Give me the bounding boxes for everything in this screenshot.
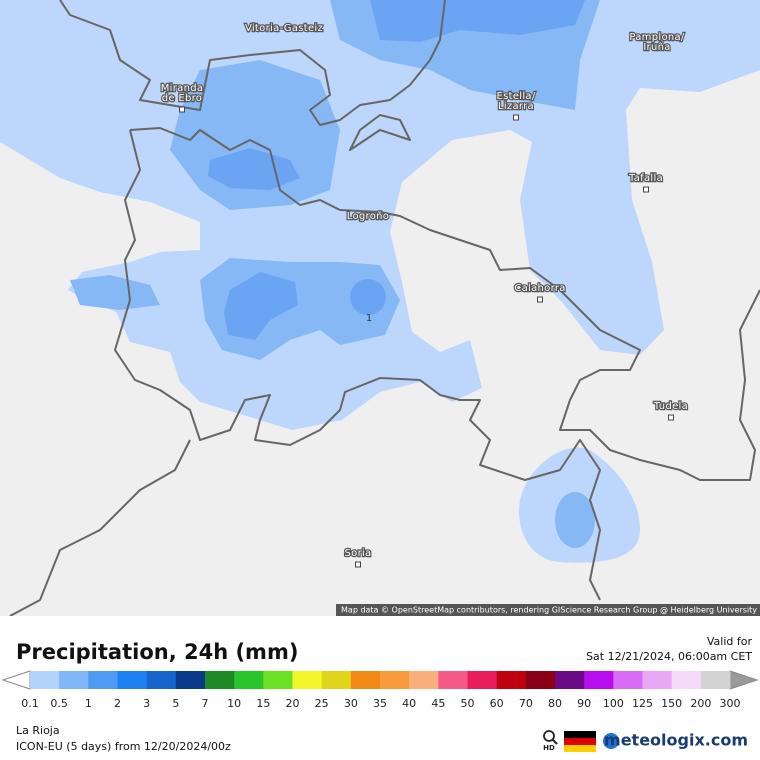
scale-label: 10: [227, 697, 241, 710]
brand[interactable]: meteologix.com: [604, 731, 748, 750]
scale-swatch: [350, 671, 381, 689]
city-label: Pamplona/: [629, 32, 685, 43]
hd-icon[interactable]: [543, 730, 555, 742]
scale-label: 60: [490, 697, 504, 710]
scale-label: 0.1: [21, 697, 39, 710]
scale-swatch: [438, 671, 468, 689]
scale-swatch: [525, 671, 556, 689]
scale-swatch: [146, 671, 177, 689]
city-dot: [513, 114, 519, 121]
flag: [564, 745, 596, 752]
scale-label: 3: [143, 697, 150, 710]
city-label: Miranda: [161, 83, 204, 94]
scale-label: 0.5: [50, 697, 68, 710]
region: La Rioja: [16, 724, 60, 737]
scale-label: 70: [519, 697, 533, 710]
scale-swatch: [30, 671, 60, 689]
scale-swatch: [205, 671, 235, 689]
city-dot: [355, 561, 361, 568]
city-dot: [668, 414, 674, 421]
city-label: Calahorra: [514, 283, 565, 294]
city-dot: [537, 296, 543, 303]
hd-label[interactable]: HD: [543, 744, 555, 752]
scale-label: 20: [286, 697, 300, 710]
flag: [564, 731, 596, 738]
scale-label: 30: [344, 697, 358, 710]
scale-swatch: [496, 671, 527, 689]
scale-swatch: [88, 671, 118, 689]
precip-dark: [224, 272, 298, 340]
city-dot: [643, 186, 649, 193]
scale-swatch: [642, 671, 673, 689]
city-label: Vitoria-Gasteiz: [245, 23, 323, 34]
model-run: ICON-EU (5 days) from 12/20/2024/00z: [16, 740, 231, 753]
scale-label: 40: [402, 697, 416, 710]
border: [59, 0, 446, 126]
scale-label: 1: [85, 697, 92, 710]
scale-swatch: [555, 671, 585, 689]
city-label: de Ebro: [162, 93, 202, 104]
precip-dark: [370, 0, 585, 42]
scale-label: 5: [172, 697, 179, 710]
precip-medium: [555, 492, 595, 548]
hd-toggle[interactable]: HD: [543, 730, 558, 752]
scale-swatch: [234, 671, 264, 689]
scale-label: 35: [373, 697, 387, 710]
city-label: Tafalla: [628, 173, 663, 184]
attribution-bar: [336, 604, 760, 616]
scale-swatch: [409, 671, 439, 689]
valid-time: Sat 12/21/2024, 06:00am CET: [586, 650, 752, 663]
scale-swatch: [59, 671, 89, 689]
legend-title: Precipitation, 24h (mm): [16, 640, 298, 664]
city-label: Logroño: [347, 211, 389, 222]
scale-swatch: [292, 671, 323, 689]
scale-swatch: [321, 671, 352, 689]
scale-label: 100: [603, 697, 624, 710]
border: [129, 127, 760, 481]
value-marker: 1: [366, 313, 372, 324]
scale-swatch: [671, 671, 702, 689]
color-scale: 0.1 0.5 1 2 3 5 7 10 15 20 25 30 35 40 45 50 60 70 80 90 100…: [21, 671, 741, 710]
brand-icon[interactable]: [603, 733, 619, 749]
scale-swatch: [380, 671, 410, 689]
border: [349, 114, 411, 151]
city-label: Tudela: [653, 401, 688, 412]
border: [114, 129, 601, 601]
scale-swatch: [700, 671, 731, 689]
scale-swatch: [584, 671, 614, 689]
city-label: Lizarra: [498, 101, 534, 112]
hd-icon[interactable]: [552, 739, 558, 745]
scale-label: 200: [690, 697, 711, 710]
scale-label: 150: [661, 697, 682, 710]
precip-dark: [350, 279, 386, 315]
scale-label: 2: [114, 697, 121, 710]
scale-label: 300: [720, 697, 741, 710]
scale-label: 7: [202, 697, 209, 710]
precip-medium: [70, 275, 160, 310]
city-label: Soria: [345, 548, 372, 559]
city-dot: [179, 106, 185, 113]
city-label: Estella/: [496, 91, 535, 102]
scale-label: 25: [315, 697, 329, 710]
scale-label: 15: [256, 697, 270, 710]
scale-label: 80: [548, 697, 562, 710]
valid-label: Valid for: [707, 635, 753, 648]
scale-swatch: [613, 671, 643, 689]
scale-label: 45: [431, 697, 445, 710]
scale-label: 125: [632, 697, 653, 710]
scale-label: 50: [461, 697, 475, 710]
scale-label: 90: [577, 697, 591, 710]
border: [9, 439, 191, 617]
scale-swatch: [263, 671, 293, 689]
attribution: Map data © OpenStreetMap contributors, r…: [341, 606, 757, 615]
scale-swatch: [117, 671, 148, 689]
flag: [564, 738, 596, 745]
city-label: Iruña: [643, 42, 670, 53]
scale-swatch: [175, 671, 206, 689]
scale-swatch: [467, 671, 498, 689]
